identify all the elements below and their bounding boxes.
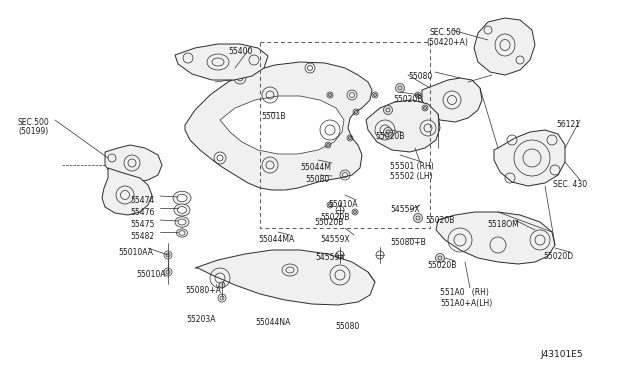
Circle shape: [353, 211, 356, 214]
Ellipse shape: [173, 191, 191, 205]
Text: J43101E5: J43101E5: [540, 350, 582, 359]
Text: 54559X: 54559X: [315, 253, 344, 262]
Polygon shape: [185, 62, 372, 190]
Circle shape: [166, 253, 170, 257]
Circle shape: [219, 282, 225, 288]
Text: 54559X: 54559X: [320, 235, 349, 244]
Circle shape: [166, 270, 170, 274]
Ellipse shape: [177, 194, 187, 202]
Polygon shape: [175, 44, 268, 80]
Text: 55020B: 55020B: [320, 213, 349, 222]
Text: 55020B: 55020B: [427, 261, 456, 270]
Text: 55482: 55482: [130, 232, 154, 241]
Text: SEC.500: SEC.500: [430, 28, 461, 37]
Text: 55203A: 55203A: [186, 315, 216, 324]
Circle shape: [374, 93, 376, 96]
Circle shape: [328, 203, 332, 206]
Ellipse shape: [177, 206, 186, 214]
Circle shape: [396, 83, 404, 93]
Text: 55080+A: 55080+A: [185, 286, 221, 295]
Text: 551A0+A(LH): 551A0+A(LH): [440, 299, 492, 308]
Text: 56121: 56121: [556, 120, 580, 129]
Text: 55010AA: 55010AA: [118, 248, 153, 257]
Text: 55020B: 55020B: [425, 216, 454, 225]
Circle shape: [417, 93, 419, 96]
Polygon shape: [220, 96, 344, 154]
Circle shape: [328, 93, 332, 96]
Circle shape: [355, 110, 358, 113]
Text: 55501 (RH): 55501 (RH): [390, 162, 434, 171]
Circle shape: [435, 253, 445, 263]
Text: 55044MA: 55044MA: [258, 235, 294, 244]
Text: SEC.500: SEC.500: [18, 118, 50, 127]
Text: 55020B: 55020B: [314, 218, 344, 227]
Circle shape: [383, 106, 392, 115]
Text: 55044NA: 55044NA: [255, 318, 291, 327]
Text: 55010A: 55010A: [136, 270, 166, 279]
Text: 55080: 55080: [305, 175, 329, 184]
Polygon shape: [494, 130, 565, 186]
Ellipse shape: [175, 217, 189, 227]
Circle shape: [424, 106, 426, 109]
Text: 54559X: 54559X: [390, 205, 420, 214]
Ellipse shape: [177, 229, 188, 237]
Text: (50420+A): (50420+A): [426, 38, 468, 47]
Text: 55080: 55080: [408, 72, 432, 81]
Circle shape: [326, 144, 330, 147]
Text: 551A0   (RH): 551A0 (RH): [440, 288, 489, 297]
Text: 55044M: 55044M: [300, 163, 331, 172]
Ellipse shape: [178, 219, 186, 225]
Text: 55010A: 55010A: [328, 200, 358, 209]
Polygon shape: [105, 145, 162, 182]
Polygon shape: [195, 250, 375, 305]
Polygon shape: [474, 18, 535, 75]
Text: 5518OM: 5518OM: [487, 220, 519, 229]
Circle shape: [383, 128, 392, 137]
Text: 55020B: 55020B: [375, 132, 404, 141]
Ellipse shape: [179, 231, 185, 235]
Circle shape: [413, 214, 422, 222]
Text: SEC. 430: SEC. 430: [553, 180, 587, 189]
Text: 55476: 55476: [130, 208, 154, 217]
Text: 55475: 55475: [130, 220, 154, 229]
Polygon shape: [366, 100, 440, 152]
Text: 55020D: 55020D: [543, 252, 573, 261]
Text: 5501B: 5501B: [261, 112, 285, 121]
Text: 55080+B: 55080+B: [390, 238, 426, 247]
Polygon shape: [102, 168, 152, 215]
Text: 55400: 55400: [228, 47, 252, 56]
Circle shape: [349, 137, 351, 140]
Text: 55020B: 55020B: [393, 95, 422, 104]
Ellipse shape: [174, 204, 190, 216]
Text: 55502 (LH): 55502 (LH): [390, 172, 433, 181]
Polygon shape: [422, 78, 482, 122]
Text: 55474: 55474: [130, 196, 154, 205]
Polygon shape: [436, 212, 555, 264]
Text: (50199): (50199): [18, 127, 48, 136]
Text: 55080: 55080: [335, 322, 359, 331]
